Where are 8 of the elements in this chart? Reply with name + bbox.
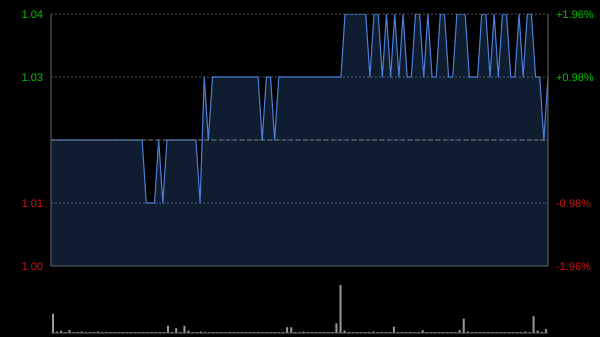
y-tick-label: 1.04 [22,9,43,21]
y2-tick-label: -0.98% [556,198,592,210]
y2-tick-label: -1.96% [556,261,592,273]
y2-tick-label: +0.98% [556,72,594,84]
y2-tick-label: +1.96% [556,9,594,21]
y-tick-label: 1.01 [22,198,43,210]
y-tick-label: 1.00 [22,261,43,273]
y-tick-label: 1.03 [22,72,43,84]
